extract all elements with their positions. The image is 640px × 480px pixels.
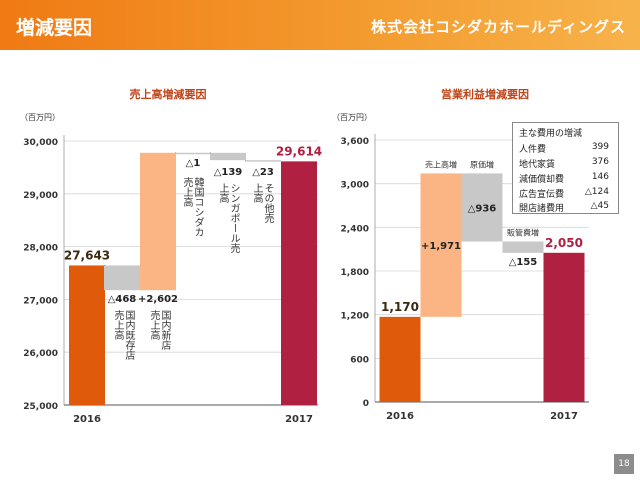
data-label: △139 (214, 167, 243, 178)
bar (175, 152, 211, 155)
y-tick-label: 1,800 (341, 268, 369, 278)
y-tick-label: 600 (350, 355, 369, 365)
step-label: 原価増 (470, 159, 494, 169)
cost-breakdown-box: 主な費用の増減 人件費 399 地代家賃 376 減価償却費 146 広告宣伝費… (512, 122, 619, 214)
data-label: △1 (186, 158, 201, 169)
y-tick-label: 30,000 (23, 138, 58, 148)
unit-label: （百万円） (332, 113, 372, 122)
label-new-store-sales: 国内新店売上高 (148, 310, 170, 350)
y-tick-label: 3,600 (341, 137, 369, 147)
y-tick-label: 29,000 (23, 191, 58, 201)
bar (379, 316, 421, 402)
step-label: 販管費増 (507, 228, 539, 238)
y-tick-label: 26,000 (23, 349, 58, 359)
breakdown-row: 地代家賃 376 (519, 157, 609, 170)
bar (502, 241, 544, 253)
y-tick-label: 28,000 (23, 244, 58, 254)
bar (543, 252, 585, 402)
data-label: △23 (252, 167, 274, 178)
data-label: 1,170 (381, 300, 419, 314)
y-tick-label: 27,000 (23, 296, 58, 306)
x-tick-label: 2017 (285, 414, 313, 425)
data-label: 29,614 (276, 144, 322, 158)
unit-label: （百万円） (20, 113, 60, 122)
page-number: 18 (614, 454, 634, 474)
label-singapore-sales: シンガポール売上高 (217, 183, 239, 253)
bar (461, 173, 503, 242)
breakdown-title: 主な費用の増減 (519, 129, 583, 139)
data-label: 27,643 (64, 248, 110, 262)
x-tick-label: 2017 (550, 411, 578, 422)
data-label: +1,971 (421, 241, 461, 252)
bar (104, 265, 140, 291)
bar (245, 160, 281, 162)
y-tick-label: 2,400 (341, 224, 369, 234)
bar (69, 265, 105, 405)
x-tick-label: 2016 (73, 414, 101, 425)
label-other-sales: その他売上高 (251, 183, 273, 223)
x-tick-label: 2016 (386, 411, 414, 422)
data-label: 2,050 (545, 236, 583, 250)
header-bar: 増減要因 株式会社コシダカホールディングス (0, 0, 640, 50)
breakdown-row: 減価償却費 146 (519, 172, 609, 185)
chart-title: 営業利益増減要因 (441, 87, 529, 101)
data-label: △936 (468, 203, 497, 214)
label-korea-sales: 韓国コシダカ売上高 (181, 177, 203, 237)
page-title: 増減要因 (16, 17, 93, 39)
company-name: 株式会社コシダカホールディングス (371, 18, 626, 36)
step-label: 売上高増 (425, 159, 457, 169)
bar (140, 152, 176, 291)
y-tick-label: 25,000 (23, 402, 58, 412)
data-label: △155 (509, 257, 538, 268)
y-tick-label: 0 (363, 399, 369, 409)
data-label: △468 (108, 294, 137, 305)
bar (281, 161, 317, 405)
label-existing-store-sales: 国内既存店売上高 (112, 310, 134, 360)
bar (420, 173, 462, 317)
breakdown-row: 人件費 399 (519, 142, 609, 155)
breakdown-row: 開店諸費用 △45 (519, 201, 609, 214)
data-label: +2,602 (138, 294, 178, 305)
breakdown-row: 広告宣伝費 △124 (519, 187, 609, 200)
chart-title: 売上高増減要因 (130, 87, 207, 101)
y-tick-label: 3,000 (341, 181, 369, 191)
bar (210, 152, 246, 161)
y-tick-label: 1,200 (341, 312, 369, 322)
